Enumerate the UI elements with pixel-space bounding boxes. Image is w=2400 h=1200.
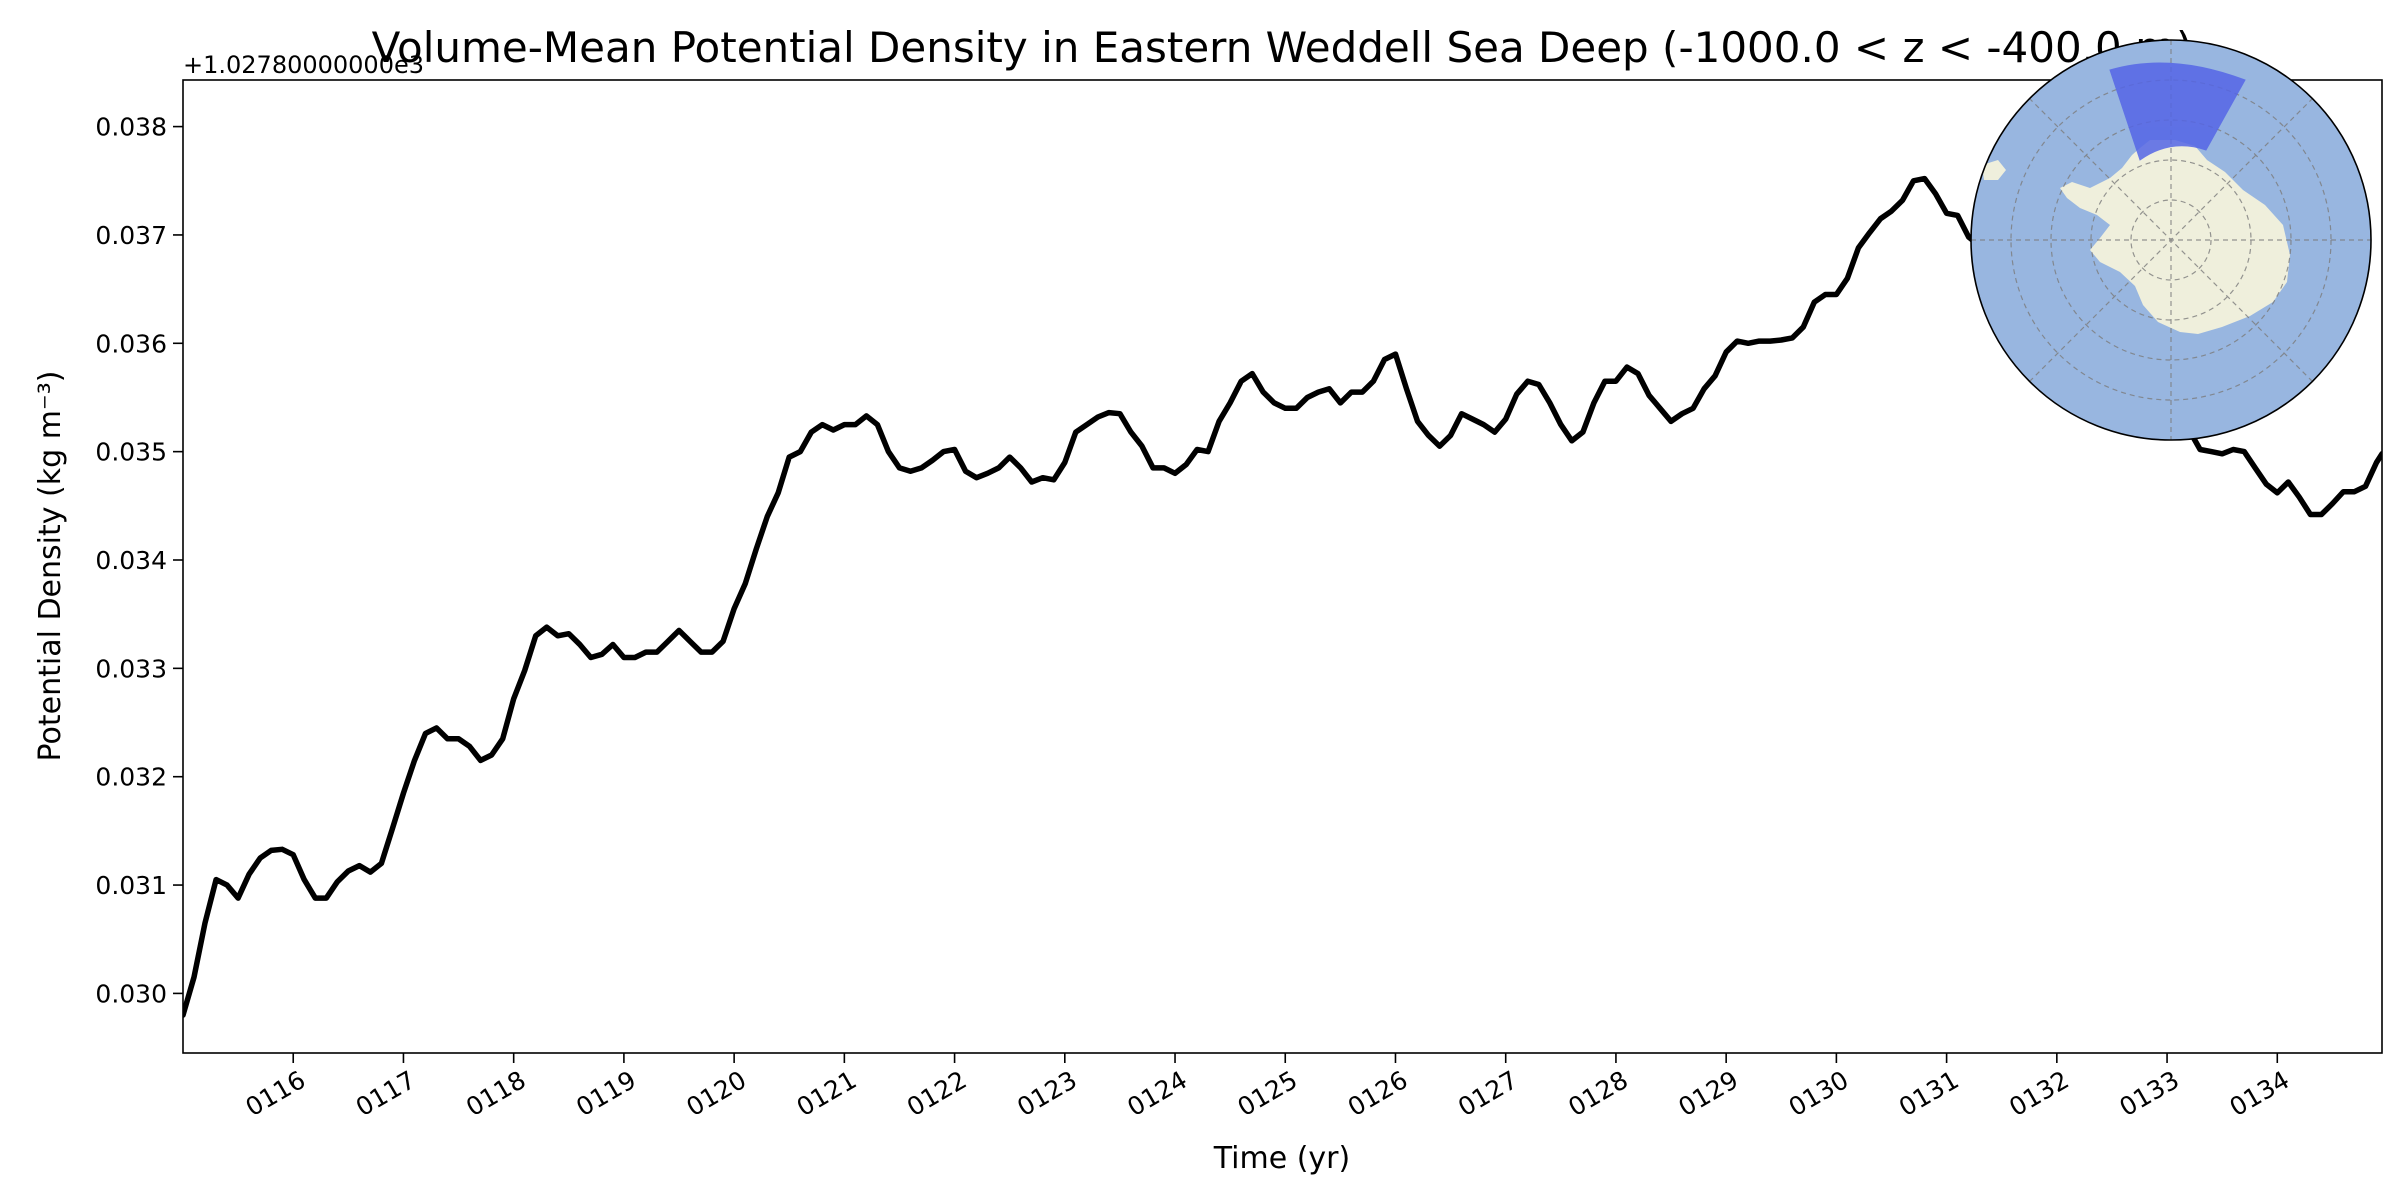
- eastern-weddell-region: [2109, 62, 2246, 161]
- y-axis-label: Potential Density (kg m⁻³): [33, 371, 68, 762]
- axis-ticks: [173, 125, 2279, 1063]
- y-offset-label: +1.02780000000e3: [183, 51, 424, 79]
- x-tick-label: 0131: [1894, 1065, 1964, 1122]
- x-tick-label: 0119: [571, 1065, 641, 1122]
- y-tick-label: 0.032: [95, 763, 167, 792]
- y-tick-label: 0.030: [95, 979, 167, 1008]
- y-tick-label: 0.036: [95, 329, 167, 358]
- x-tick-label: 0134: [2225, 1065, 2295, 1122]
- x-tick-label: 0121: [792, 1065, 862, 1122]
- y-tick-label: 0.037: [95, 221, 167, 250]
- x-tick-label: 0127: [1453, 1065, 1523, 1122]
- x-tick-label: 0117: [351, 1065, 421, 1122]
- y-tick-label: 0.033: [95, 654, 167, 683]
- y-tick-label: 0.031: [95, 871, 167, 900]
- x-tick-label: 0132: [2004, 1065, 2074, 1122]
- x-tick-label: 0128: [1563, 1065, 1633, 1122]
- x-tick-label: 0123: [1012, 1065, 1082, 1122]
- island-landmass: [1982, 160, 2006, 180]
- y-tick-label: 0.038: [95, 113, 167, 142]
- x-tick-label: 0133: [2114, 1065, 2184, 1122]
- tick-labels: 0116 0117 0118 0119 0120 0121 0122 0123 0124 0125…: [95, 113, 2294, 1122]
- plot-frame: [182, 79, 2383, 1054]
- antarctica-landmass: [2060, 140, 2290, 334]
- x-tick-label: 0124: [1122, 1065, 1192, 1122]
- x-tick-label: 0125: [1233, 1065, 1303, 1122]
- x-tick-label: 0122: [902, 1065, 972, 1122]
- x-tick-label: 0126: [1343, 1065, 1413, 1122]
- x-tick-label: 0118: [461, 1065, 531, 1122]
- x-axis-label: Time (yr): [1213, 1141, 1350, 1176]
- map-border: [1970, 39, 2372, 441]
- antarctica-inset-map: [1970, 39, 2372, 441]
- x-tick-label: 0120: [682, 1065, 752, 1122]
- y-tick-label: 0.034: [95, 546, 167, 575]
- x-tick-label: 0130: [1784, 1065, 1854, 1122]
- x-tick-label: 0129: [1674, 1065, 1744, 1122]
- y-tick-label: 0.035: [95, 438, 167, 467]
- x-tick-label: 0116: [241, 1065, 311, 1122]
- chart-title: Volume-Mean Potential Density in Eastern…: [372, 23, 2193, 72]
